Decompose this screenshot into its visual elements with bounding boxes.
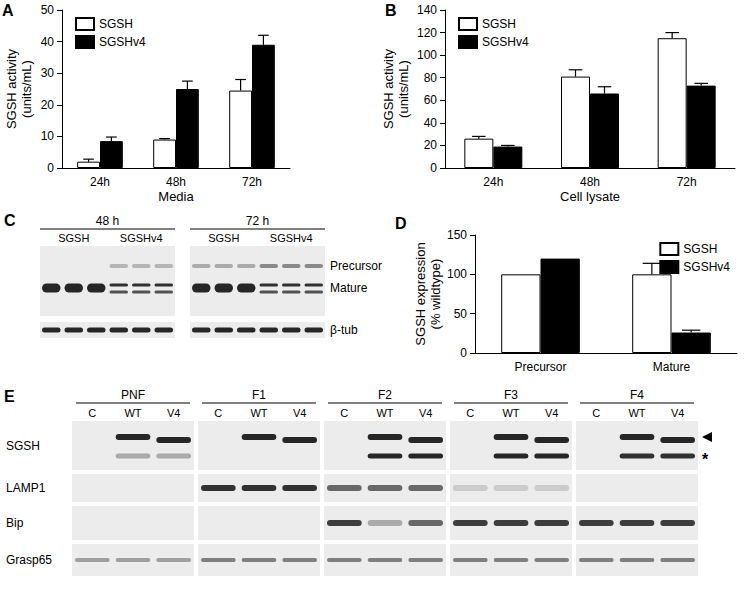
svg-text:WT: WT [502,407,519,419]
svg-text:30: 30 [41,66,55,80]
svg-text:50: 50 [41,3,55,17]
svg-text:SGSH: SGSH [6,439,40,453]
svg-text:SGSH activity: SGSH activity [381,48,396,129]
svg-text:20: 20 [424,138,438,152]
svg-text:0: 0 [430,161,437,175]
svg-text:WT: WT [628,407,645,419]
svg-text:β-tub: β-tub [330,323,358,337]
svg-text:Precursor: Precursor [514,360,566,374]
svg-text:WT: WT [250,407,267,419]
svg-text:C: C [4,212,16,229]
svg-text:Precursor: Precursor [330,259,382,273]
svg-text:10: 10 [41,129,55,143]
svg-text:SGSH: SGSH [99,17,133,31]
svg-text:SGSHv4: SGSHv4 [120,232,163,244]
svg-text:Grasp65: Grasp65 [6,553,52,567]
svg-text:SGSH: SGSH [58,232,89,244]
svg-text:B: B [385,2,397,19]
svg-text:48h: 48h [580,175,600,189]
svg-text:150: 150 [447,228,467,242]
svg-text:100: 100 [417,48,437,62]
svg-text:SGSHv4: SGSHv4 [270,232,313,244]
svg-text:(units/mL): (units/mL) [396,60,411,118]
svg-text:(% wildtype): (% wildtype) [428,259,443,330]
svg-text:F1: F1 [252,388,266,402]
svg-text:80: 80 [424,71,438,85]
svg-text:72h: 72h [242,175,262,189]
svg-text:SGSHv4: SGSHv4 [99,35,146,49]
svg-text:Bip: Bip [6,516,24,530]
svg-text:F3: F3 [504,388,518,402]
svg-text:C: C [466,407,474,419]
svg-text:Mature: Mature [330,281,368,295]
svg-text:WT: WT [124,407,141,419]
svg-text:C: C [592,407,600,419]
svg-text:40: 40 [424,116,438,130]
svg-text:24h: 24h [483,175,503,189]
svg-text:48h: 48h [166,175,186,189]
svg-text:SGSH activity: SGSH activity [4,48,19,129]
svg-text:WT: WT [376,407,393,419]
svg-text:120: 120 [417,26,437,40]
svg-text:PNF: PNF [121,388,145,402]
svg-text:100: 100 [447,267,467,281]
svg-text:50: 50 [454,307,468,321]
svg-text:48 h: 48 h [96,214,119,228]
svg-text:V4: V4 [545,407,558,419]
svg-text:(units/mL): (units/mL) [19,60,34,118]
svg-text:SGSH expression: SGSH expression [413,242,428,345]
svg-text:E: E [4,388,15,405]
svg-text:C: C [88,407,96,419]
svg-text:40: 40 [41,35,55,49]
svg-text:V4: V4 [671,407,684,419]
svg-text:A: A [2,2,14,19]
svg-text:Media: Media [158,189,194,204]
svg-text:140: 140 [417,3,437,17]
svg-text:D: D [395,215,407,232]
svg-text:SGSH: SGSH [208,232,239,244]
svg-text:SGSH: SGSH [482,17,516,31]
svg-text:0: 0 [47,161,54,175]
svg-text:F2: F2 [378,388,392,402]
svg-text:60: 60 [424,93,438,107]
svg-text:V4: V4 [167,407,180,419]
svg-text:SGSHv4: SGSHv4 [482,35,529,49]
svg-text:C: C [214,407,222,419]
svg-text:V4: V4 [419,407,432,419]
svg-text:SGSHv4: SGSHv4 [683,260,730,274]
svg-text:Cell lysate: Cell lysate [560,189,620,204]
svg-text:72h: 72h [677,175,697,189]
svg-text:Mature: Mature [653,360,691,374]
svg-text:LAMP1: LAMP1 [6,481,46,495]
svg-text:24h: 24h [90,175,110,189]
svg-text:*: * [702,451,709,468]
svg-text:20: 20 [41,98,55,112]
svg-text:V4: V4 [293,407,306,419]
svg-text:C: C [340,407,348,419]
svg-text:F4: F4 [630,388,644,402]
svg-text:0: 0 [460,346,467,360]
svg-text:SGSH: SGSH [683,242,717,256]
svg-text:72 h: 72 h [246,214,269,228]
